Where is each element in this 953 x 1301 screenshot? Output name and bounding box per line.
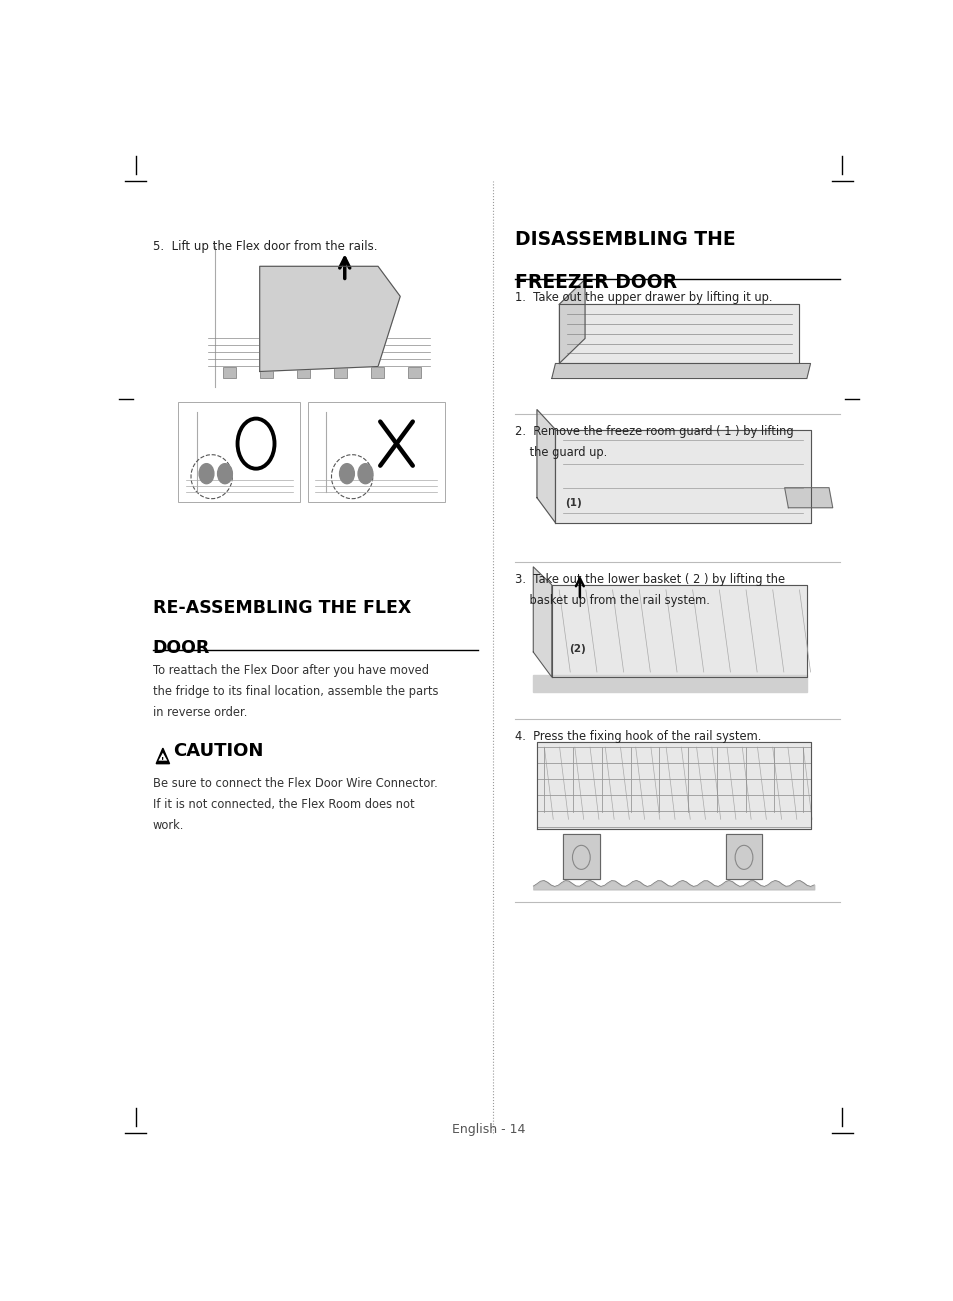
Circle shape bbox=[339, 463, 354, 484]
Polygon shape bbox=[537, 410, 555, 523]
Polygon shape bbox=[555, 429, 810, 523]
Bar bbox=[370, 367, 383, 377]
Bar bbox=[308, 402, 444, 502]
Bar bbox=[178, 402, 300, 502]
Bar bbox=[259, 367, 273, 377]
Polygon shape bbox=[533, 675, 806, 692]
Polygon shape bbox=[558, 280, 584, 363]
Polygon shape bbox=[551, 585, 806, 677]
Text: 4.  Press the fixing hook of the rail system.: 4. Press the fixing hook of the rail sys… bbox=[515, 730, 760, 743]
Text: the guard up.: the guard up. bbox=[515, 446, 606, 459]
Text: DISASSEMBLING THE: DISASSEMBLING THE bbox=[515, 230, 735, 250]
Text: To reattach the Flex Door after you have moved: To reattach the Flex Door after you have… bbox=[152, 664, 428, 677]
Polygon shape bbox=[783, 488, 832, 507]
Text: basket up from the rail system.: basket up from the rail system. bbox=[515, 593, 709, 606]
Text: 3.  Take out the lower basket ( 2 ) by lifting the: 3. Take out the lower basket ( 2 ) by li… bbox=[515, 572, 784, 585]
Text: !: ! bbox=[161, 757, 164, 762]
Text: work.: work. bbox=[152, 820, 184, 833]
Text: FREEZER DOOR: FREEZER DOOR bbox=[515, 273, 677, 293]
Bar bbox=[407, 367, 420, 377]
Polygon shape bbox=[158, 753, 167, 761]
Circle shape bbox=[199, 463, 213, 484]
Text: the fridge to its final location, assemble the parts: the fridge to its final location, assemb… bbox=[152, 686, 437, 699]
Text: 1.  Take out the upper drawer by lifting it up.: 1. Take out the upper drawer by lifting … bbox=[515, 291, 772, 304]
Polygon shape bbox=[533, 567, 551, 677]
Text: CAUTION: CAUTION bbox=[173, 742, 263, 760]
Polygon shape bbox=[537, 742, 810, 829]
Bar bbox=[296, 367, 310, 377]
Text: If it is not connected, the Flex Room does not: If it is not connected, the Flex Room do… bbox=[152, 799, 414, 812]
Text: DOOR: DOOR bbox=[152, 639, 210, 657]
Text: RE-ASSEMBLING THE FLEX: RE-ASSEMBLING THE FLEX bbox=[152, 598, 411, 617]
Bar bbox=[222, 367, 235, 377]
Polygon shape bbox=[724, 834, 761, 879]
Text: 2.  Remove the freeze room guard ( 1 ) by lifting: 2. Remove the freeze room guard ( 1 ) by… bbox=[515, 424, 793, 437]
Circle shape bbox=[217, 463, 233, 484]
Polygon shape bbox=[558, 304, 799, 363]
Text: English - 14: English - 14 bbox=[452, 1123, 525, 1136]
Polygon shape bbox=[562, 834, 599, 879]
Text: (2): (2) bbox=[569, 644, 585, 654]
Bar bbox=[334, 367, 347, 377]
Polygon shape bbox=[551, 363, 810, 379]
Text: Be sure to connect the Flex Door Wire Connector.: Be sure to connect the Flex Door Wire Co… bbox=[152, 777, 436, 790]
Text: in reverse order.: in reverse order. bbox=[152, 706, 247, 719]
Polygon shape bbox=[156, 748, 170, 764]
Polygon shape bbox=[259, 267, 400, 372]
Text: 5.  Lift up the Flex door from the rails.: 5. Lift up the Flex door from the rails. bbox=[152, 241, 376, 254]
Text: (1): (1) bbox=[565, 498, 581, 507]
Circle shape bbox=[357, 463, 373, 484]
